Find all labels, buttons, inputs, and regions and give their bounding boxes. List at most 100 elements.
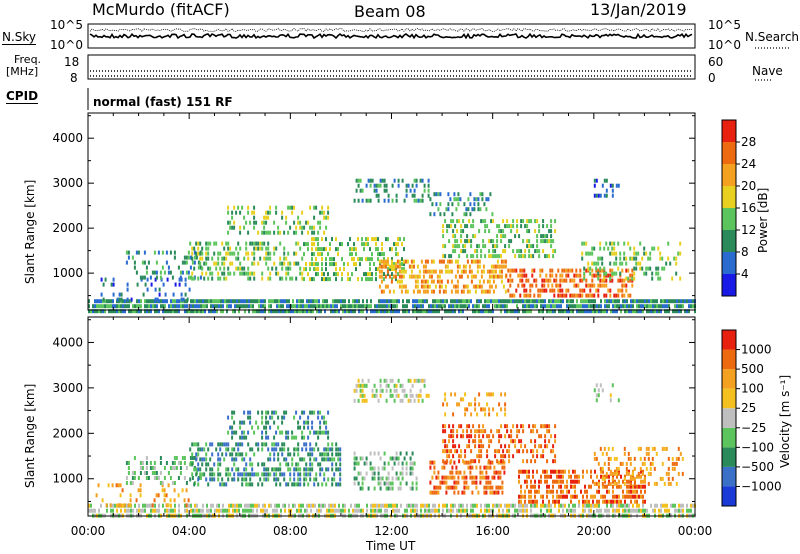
power-echo-cell bbox=[142, 292, 145, 297]
power-echo-cell bbox=[494, 299, 496, 304]
power-echo-cell bbox=[387, 267, 389, 272]
velocity-echo-cell bbox=[119, 493, 122, 498]
power-echo-cell bbox=[301, 230, 304, 235]
power-echo-cell bbox=[404, 309, 406, 314]
power-echo-cell bbox=[250, 304, 252, 309]
velocity-echo-cell bbox=[378, 508, 380, 513]
power-echo-cell bbox=[543, 288, 546, 293]
power-echo-cell bbox=[474, 309, 476, 314]
velocity-echo-cell bbox=[570, 508, 572, 513]
power-echo-cell bbox=[192, 309, 194, 314]
velocity-echo-cell bbox=[420, 503, 422, 508]
power-echo-cell bbox=[199, 261, 202, 266]
power-echo-cell bbox=[453, 192, 456, 197]
velocity-echo-cell bbox=[320, 503, 322, 508]
velocity-echo-cell bbox=[342, 503, 344, 508]
velocity-echo-cell bbox=[241, 477, 244, 482]
power-echo-cell bbox=[390, 299, 392, 304]
power-echo-cell bbox=[267, 210, 270, 215]
power-echo-cell bbox=[557, 293, 560, 298]
power-echo-cell bbox=[276, 304, 278, 309]
velocity-echo-cell bbox=[642, 479, 644, 484]
power-echo-cell bbox=[478, 264, 481, 269]
power-echo-cell bbox=[166, 277, 169, 282]
velocity-echo-cell bbox=[155, 476, 158, 480]
power-echo-cell bbox=[423, 183, 426, 188]
power-echo-cell bbox=[537, 288, 540, 293]
power-echo-cell bbox=[281, 266, 284, 271]
power-echo-cell bbox=[452, 284, 455, 289]
power-echo-cell bbox=[100, 304, 102, 309]
velocity-echo-cell bbox=[173, 498, 176, 503]
power-echo-cell bbox=[391, 247, 393, 252]
velocity-echo-cell bbox=[193, 442, 196, 447]
velocity-echo-cell bbox=[528, 494, 530, 499]
power-echo-cell bbox=[439, 202, 442, 207]
power-echo-cell bbox=[609, 241, 612, 246]
power-echo-cell bbox=[318, 304, 320, 309]
velocity-echo-cell bbox=[538, 484, 540, 489]
power-echo-cell bbox=[380, 269, 383, 274]
velocity-echo-cell bbox=[482, 434, 485, 439]
velocity-echo-cell bbox=[444, 429, 447, 434]
velocity-echo-cell bbox=[301, 435, 304, 440]
velocity-echo-cell bbox=[530, 429, 533, 434]
power-echo-cell bbox=[155, 260, 158, 265]
velocity-echo-cell bbox=[500, 444, 503, 449]
power-echo-cell bbox=[521, 278, 524, 283]
velocity-echo-cell bbox=[626, 494, 628, 499]
power-echo-cell bbox=[500, 239, 503, 244]
velocity-echo-cell bbox=[441, 480, 444, 485]
power-echo-cell bbox=[242, 304, 244, 309]
velocity-echo-cell bbox=[540, 444, 543, 449]
velocity-echo-cell bbox=[674, 503, 676, 508]
velocity-echo-cell bbox=[194, 503, 196, 508]
velocity-echo-cell bbox=[572, 479, 574, 484]
power-echo-cell bbox=[622, 304, 624, 309]
velocity-echo-cell bbox=[305, 477, 308, 482]
velocity-echo-cell bbox=[433, 470, 436, 475]
velocity-echo-cell bbox=[363, 398, 366, 403]
velocity-echo-cell bbox=[675, 461, 678, 466]
power-echo-cell bbox=[610, 299, 612, 304]
velocity-echo-cell bbox=[607, 466, 610, 471]
velocity-echo-cell bbox=[574, 469, 576, 474]
velocity-echo-cell bbox=[548, 484, 550, 489]
power-echo-cell bbox=[323, 247, 325, 252]
power-echo-cell bbox=[567, 273, 570, 278]
velocity-echo-cell bbox=[414, 508, 416, 513]
power-echo-cell bbox=[462, 299, 464, 304]
velocity-echo-cell bbox=[463, 475, 466, 480]
power-echo-cell bbox=[476, 269, 479, 274]
velocity-echo-cell bbox=[227, 472, 230, 477]
power-echo-cell bbox=[291, 276, 294, 281]
power-echo-cell bbox=[550, 299, 552, 304]
velocity-echo-cell bbox=[451, 465, 454, 470]
power-echo-cell bbox=[197, 251, 200, 256]
velocity-echo-cell bbox=[142, 503, 144, 508]
velocity-echo-cell bbox=[673, 466, 676, 471]
power-echo-cell bbox=[596, 304, 598, 309]
velocity-echo-cell bbox=[311, 420, 314, 425]
velocity-echo-cell bbox=[460, 503, 462, 508]
velocity-echo-cell bbox=[302, 503, 304, 508]
velocity-echo-cell bbox=[568, 503, 570, 508]
power-echo-cell bbox=[306, 304, 308, 309]
power-echo-cell bbox=[490, 284, 493, 289]
power-echo-cell bbox=[460, 309, 462, 314]
power-echo-cell bbox=[659, 276, 662, 281]
power-echo-cell bbox=[597, 276, 600, 281]
velocity-echo-cell bbox=[455, 470, 458, 475]
power-echo-cell bbox=[305, 262, 307, 267]
velocity-echo-cell bbox=[373, 383, 376, 388]
velocity-echo-cell bbox=[550, 489, 552, 494]
velocity-echo-cell bbox=[516, 424, 519, 429]
power-echo-cell bbox=[500, 229, 503, 234]
velocity-echo-cell bbox=[257, 447, 260, 452]
power-echo-cell bbox=[128, 309, 130, 314]
power-echo-cell bbox=[348, 304, 350, 309]
power-echo-cell bbox=[551, 283, 554, 288]
power-echo-cell bbox=[554, 309, 556, 314]
velocity-echo-cell bbox=[594, 494, 596, 499]
power-echo-cell bbox=[327, 272, 329, 277]
